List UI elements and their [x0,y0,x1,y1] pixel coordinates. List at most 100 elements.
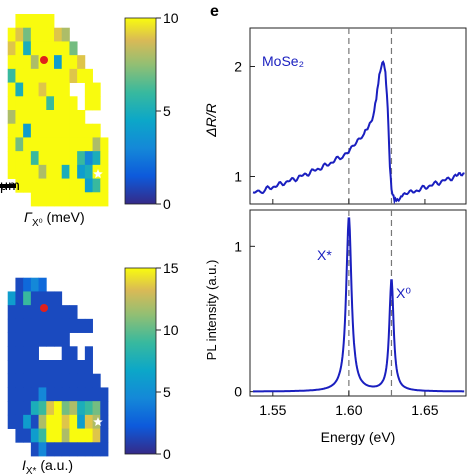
heatmap-cell [38,277,47,292]
heatmap-cell [61,192,70,207]
heatmap-cell [100,414,109,429]
heatmap-cell [61,178,70,193]
heatmap-cell [7,55,16,70]
heatmap-cell [84,123,93,138]
heatmap-cell [7,41,16,56]
heatmap-cell [84,178,93,193]
heatmap-cell [30,291,39,306]
heatmap-cell [30,346,39,361]
heatmap-cell [69,360,78,375]
heatmap-cell [38,318,47,333]
heatmap-cell [30,442,39,457]
heatmap-cell [30,373,39,388]
heatmap-cell [30,277,39,292]
heatmap-cell [7,332,16,347]
colorbar-top-label: ΓX⁰ (meV) [24,209,85,229]
heatmap-cell [15,96,24,111]
heatmap-cell [7,305,16,320]
heatmap-cell [23,96,32,111]
heatmap-cell [54,305,63,320]
heatmap-cell [61,373,70,388]
heatmap-cell [54,123,63,138]
heatmap-top: μm [0,14,109,207]
panel-label-e: e [210,3,219,20]
heatmap-cell [69,192,78,207]
heatmap-cell [38,14,47,29]
heatmap-cell [84,346,93,361]
heatmap-cell [69,178,78,193]
heatmap-cell [30,164,39,179]
heatmap-cell [84,318,93,333]
heatmap-cell [84,414,93,429]
heatmap-cell [92,151,101,166]
scale-bar [0,184,16,188]
heatmap-cell [46,332,55,347]
heatmap-cell [61,137,70,152]
x-tick-label: 1.55 [259,402,286,418]
heatmap-cell [84,192,93,207]
heatmap-cell [54,178,63,193]
heatmap-cell [46,360,55,375]
heatmap-cell [7,164,16,179]
heatmap-cell [23,164,32,179]
colorbar-tick-label: 0 [163,196,171,212]
heatmap-cell [15,164,24,179]
y-tick-label: 0 [234,384,242,400]
heatmap-cell [84,373,93,388]
heatmap-cell [69,68,78,83]
heatmap-cell [77,110,86,125]
colorbar-tick-label: 10 [163,322,179,338]
heatmap-cell [7,123,16,138]
heatmap-cell [15,178,24,193]
heatmap-cell [46,305,55,320]
heatmap-cell [7,96,16,111]
heatmap-cell [38,373,47,388]
heatmap-cell [61,318,70,333]
heatmap-cell [84,360,93,375]
heatmap-cell [84,82,93,97]
heatmap-cell [92,123,101,138]
heatmap-cell [30,137,39,152]
colorbar-top-ticks: 0 5 10 [156,10,179,212]
heatmap-cell [100,192,109,207]
heatmap-cell [92,373,101,388]
heatmap-cell [30,414,39,429]
heatmap-cell [54,164,63,179]
heatmap-cell [54,360,63,375]
spectrum-bottom-dashed-lines [348,210,393,396]
heatmap-cell [100,137,109,152]
spectrum-bottom-ylabel: PL intensity (a.u.) [204,260,219,361]
heatmap-cell [92,96,101,111]
heatmap-cell [15,346,24,361]
heatmap-cell [69,96,78,111]
spectrum-bottom: 01 1.55 1.60 1.65 X* X⁰ PL intensity (a.u.… [204,209,467,445]
heatmap-cell [84,387,93,402]
heatmap-cell [61,68,70,83]
heatmap-cell [54,442,63,457]
heatmap-cell [46,137,55,152]
heatmap-cell [30,68,39,83]
heatmap-cell [54,41,63,56]
heatmap-cell [7,68,16,83]
heatmap-cell [84,164,93,179]
heatmap-cell [61,96,70,111]
heatmap-cell [54,387,63,402]
heatmap-cell [7,151,16,166]
heatmap-cell [23,41,32,56]
heatmap-cell [92,137,101,152]
heatmap-cell [46,110,55,125]
colorbar-tick-label: 10 [163,10,179,26]
heatmap-cell [92,442,101,457]
colorbar-bottom-label-unit: (a.u.) [36,457,73,473]
colorbar-tick-label: 5 [163,103,171,119]
scale-bar-label: μm [0,177,20,193]
heatmap-cell [100,178,109,193]
heatmap-cell [54,110,63,125]
heatmap-cell [38,151,47,166]
heatmap-cell [30,55,39,70]
heatmap-cell [23,318,32,333]
heatmap-cell [7,82,16,97]
marker-red-dot [40,304,48,312]
heatmap-cell [30,14,39,29]
mose2-label: MoSe₂ [262,53,304,69]
